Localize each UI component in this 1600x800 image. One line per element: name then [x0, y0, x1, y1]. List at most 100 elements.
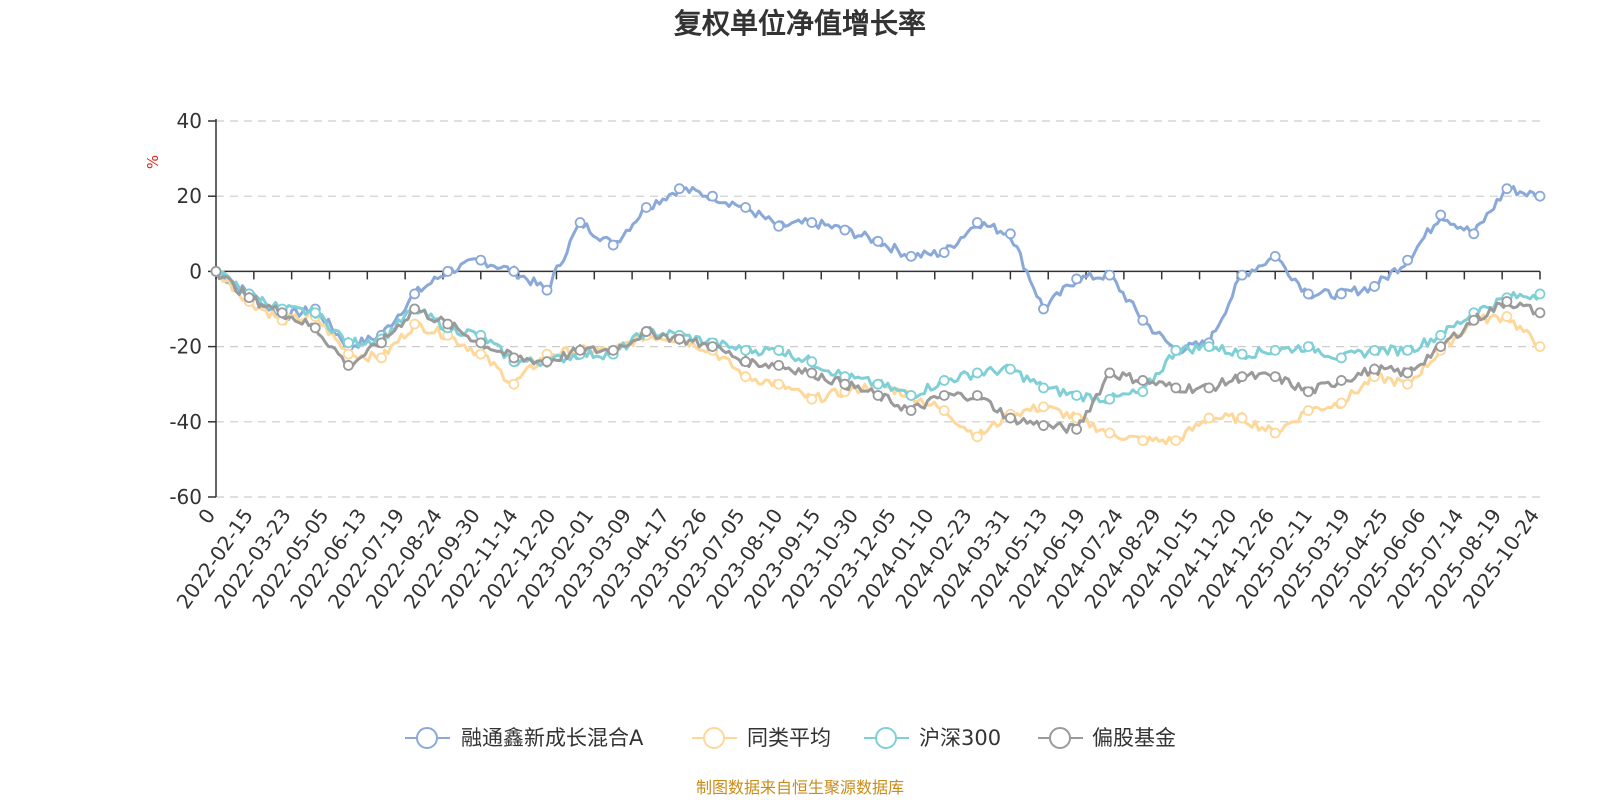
data-point	[1336, 288, 1347, 300]
series-0	[210, 183, 1546, 356]
data-point	[1269, 250, 1281, 262]
data-point	[872, 235, 884, 247]
data-point	[541, 356, 553, 368]
data-point	[1468, 314, 1480, 326]
data-point	[1005, 363, 1016, 375]
data-point	[971, 390, 983, 401]
data-point	[773, 344, 785, 356]
data-point	[1369, 363, 1380, 375]
data-point	[1203, 412, 1215, 424]
data-point	[1302, 386, 1314, 398]
legend-item-fund[interactable]: 融通鑫新成长混合A	[405, 726, 644, 750]
data-point	[872, 378, 884, 390]
data-point	[971, 367, 983, 379]
data-point	[574, 217, 586, 228]
data-point	[442, 318, 454, 330]
data-point	[1534, 190, 1546, 202]
data-point	[1302, 341, 1314, 353]
data-point	[806, 217, 818, 228]
data-point	[1071, 390, 1082, 401]
data-point	[574, 344, 586, 356]
legend[interactable]: 融通鑫新成长混合A 同类平均 沪深300 偏股基金	[405, 726, 1176, 750]
data-point	[1269, 371, 1281, 383]
data-point	[1336, 397, 1347, 409]
data-point	[210, 265, 222, 277]
data-point	[1236, 348, 1248, 360]
data-point	[1402, 254, 1413, 266]
data-point	[1170, 435, 1182, 447]
data-point	[1269, 344, 1281, 356]
data-point	[1501, 311, 1513, 322]
data-point	[342, 359, 354, 371]
legend-label-fund: 融通鑫新成长混合A	[461, 726, 644, 750]
data-point	[475, 337, 487, 349]
y-tick-label: -60	[169, 485, 202, 509]
data-point	[1005, 412, 1016, 424]
data-point	[1038, 401, 1049, 413]
data-point	[1071, 273, 1082, 285]
data-point	[1435, 329, 1447, 341]
legend-item-csi300[interactable]: 沪深300	[864, 726, 1001, 750]
legend-label-csi300: 沪深300	[919, 726, 1001, 750]
legend-marker-icon	[875, 727, 897, 749]
data-point	[409, 303, 421, 315]
data-point	[607, 344, 619, 356]
data-point	[1435, 341, 1447, 353]
y-tick-label: -40	[169, 410, 202, 434]
data-point	[309, 307, 321, 319]
data-point	[607, 239, 619, 251]
legend-marker-icon	[1049, 727, 1071, 749]
data-point	[409, 288, 421, 300]
legend-marker-icon	[416, 727, 438, 749]
series-layer	[210, 183, 1546, 447]
data-point	[872, 390, 884, 401]
data-point	[276, 307, 288, 319]
data-point	[409, 318, 421, 330]
data-point	[1137, 314, 1149, 326]
legend-item-peer-average[interactable]: 同类平均	[692, 726, 831, 750]
data-point	[839, 378, 851, 390]
data-point	[508, 265, 520, 277]
data-point	[1402, 344, 1413, 356]
data-point	[1236, 371, 1248, 383]
data-point	[309, 322, 321, 334]
data-point	[475, 254, 487, 266]
data-point	[1104, 367, 1116, 379]
data-point	[1104, 269, 1116, 281]
data-point	[905, 390, 917, 401]
gridlines	[216, 120, 1540, 498]
y-tick-label: 0	[189, 259, 202, 283]
data-point	[1071, 423, 1082, 435]
y-tick-label: 40	[177, 109, 202, 133]
data-point	[1104, 427, 1116, 439]
data-point	[674, 333, 685, 345]
data-point	[342, 348, 354, 360]
legend-marker-icon	[703, 727, 725, 749]
data-point	[1336, 352, 1347, 364]
y-axis-label: %	[144, 155, 162, 169]
data-point	[839, 224, 851, 236]
data-point	[1170, 344, 1182, 356]
data-point	[806, 367, 818, 379]
x-axis: 02022-02-152022-03-232022-05-052022-06-1…	[172, 270, 1544, 613]
legend-item-equity-funds[interactable]: 偏股基金	[1038, 726, 1176, 750]
data-point	[1038, 303, 1049, 315]
data-point	[905, 250, 917, 262]
data-point	[707, 190, 718, 202]
data-point	[938, 247, 950, 259]
data-point	[342, 337, 354, 349]
data-point	[376, 337, 387, 349]
data-point	[740, 202, 751, 213]
data-point	[740, 356, 751, 368]
data-point	[1137, 375, 1149, 386]
data-point	[1170, 382, 1182, 394]
data-point	[971, 431, 983, 443]
legend-label-equity-funds: 偏股基金	[1092, 726, 1176, 750]
data-point	[1104, 393, 1116, 405]
x-tick-label: 0	[193, 504, 220, 528]
data-point	[1402, 367, 1413, 379]
data-point	[1005, 228, 1016, 240]
data-point	[1534, 288, 1546, 300]
data-point	[806, 393, 818, 405]
